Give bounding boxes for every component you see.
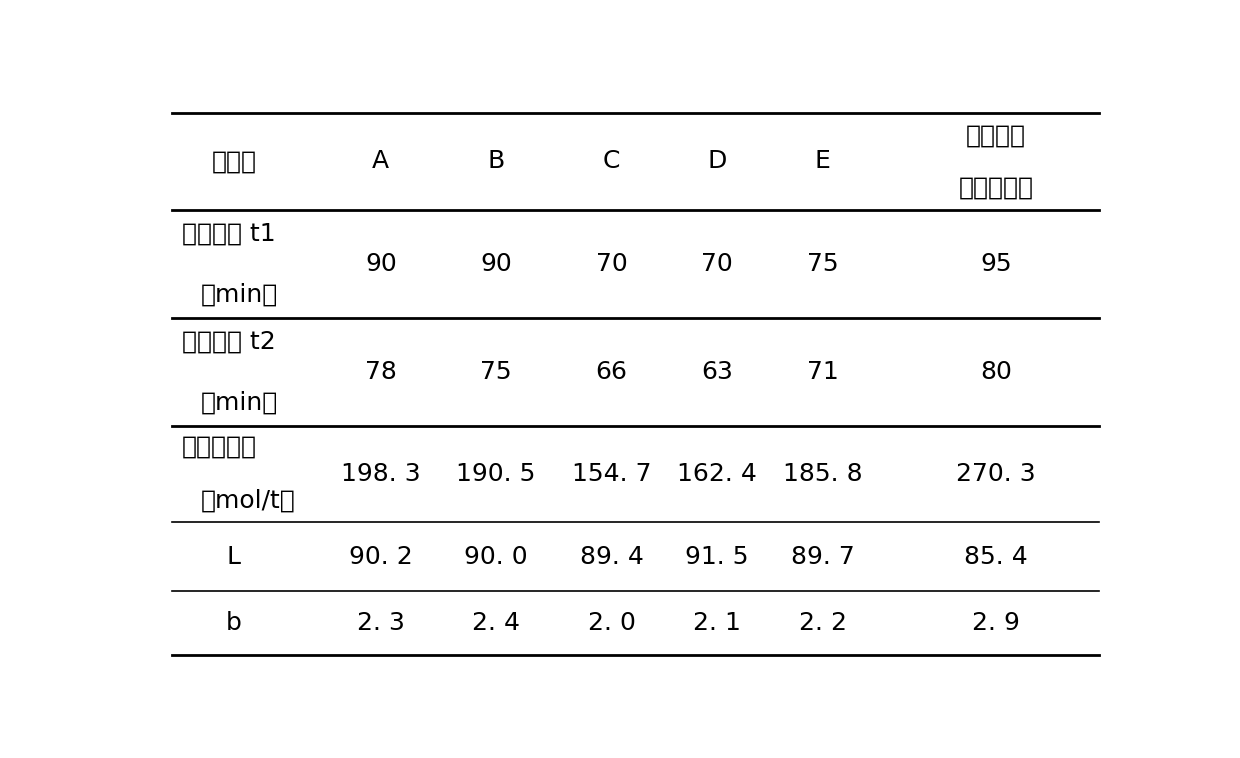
Text: 70: 70: [595, 252, 627, 276]
Text: （min）: （min）: [201, 390, 278, 414]
Text: 2. 0: 2. 0: [588, 612, 635, 635]
Text: A: A: [372, 149, 389, 174]
Text: 80: 80: [980, 360, 1012, 384]
Text: 66: 66: [595, 360, 627, 384]
Text: D: D: [708, 149, 727, 174]
Text: 2. 4: 2. 4: [472, 612, 520, 635]
Text: 95: 95: [980, 252, 1012, 276]
Text: 90. 2: 90. 2: [348, 545, 413, 568]
Text: 85. 4: 85. 4: [963, 545, 1028, 568]
Text: 90: 90: [365, 252, 397, 276]
Text: 70: 70: [702, 252, 733, 276]
Text: 78: 78: [365, 360, 397, 384]
Text: 198. 3: 198. 3: [341, 462, 420, 486]
Text: L: L: [227, 545, 241, 568]
Text: B: B: [487, 149, 505, 174]
Text: 行宇化工: 行宇化工: [966, 123, 1025, 147]
Text: 71: 71: [807, 360, 838, 384]
Text: 91. 5: 91. 5: [686, 545, 749, 568]
Text: 酯化时间 t1: 酯化时间 t1: [182, 222, 275, 246]
Text: 190. 5: 190. 5: [456, 462, 536, 486]
Text: 2. 2: 2. 2: [799, 612, 847, 635]
Text: 270. 3: 270. 3: [956, 462, 1035, 486]
Text: （min）: （min）: [201, 283, 278, 306]
Text: 154. 7: 154. 7: [572, 462, 651, 486]
Text: 端羧基含量: 端羧基含量: [182, 435, 257, 459]
Text: 2. 1: 2. 1: [693, 612, 742, 635]
Text: 89. 7: 89. 7: [791, 545, 854, 568]
Text: 185. 8: 185. 8: [784, 462, 863, 486]
Text: 2. 9: 2. 9: [972, 612, 1019, 635]
Text: 聚合时间 t2: 聚合时间 t2: [182, 330, 275, 354]
Text: 63: 63: [702, 360, 733, 384]
Text: 162. 4: 162. 4: [677, 462, 758, 486]
Text: C: C: [603, 149, 620, 174]
Text: 89. 4: 89. 4: [579, 545, 644, 568]
Text: 钛系催化剂: 钛系催化剂: [959, 176, 1033, 199]
Text: 2. 3: 2. 3: [357, 612, 404, 635]
Text: （mol/t）: （mol/t）: [201, 489, 296, 513]
Text: 75: 75: [480, 360, 512, 384]
Text: 90: 90: [480, 252, 512, 276]
Text: 75: 75: [807, 252, 838, 276]
Text: b: b: [226, 612, 242, 635]
Text: 催化剂: 催化剂: [211, 149, 257, 174]
Text: 90. 0: 90. 0: [464, 545, 528, 568]
Text: E: E: [815, 149, 831, 174]
